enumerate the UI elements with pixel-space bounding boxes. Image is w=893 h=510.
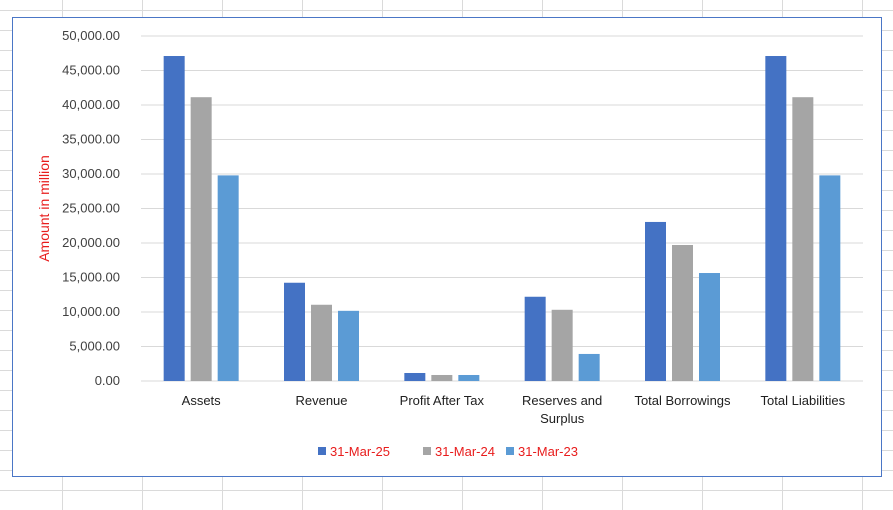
bar-31-mar-25-3	[524, 296, 546, 381]
bar-31-mar-25-5	[765, 56, 787, 381]
y-tick-label: 50,000.00	[62, 28, 120, 43]
bar-31-mar-23-4	[699, 273, 720, 381]
bar-31-mar-24-4	[672, 245, 693, 381]
bar-31-mar-24-2	[431, 374, 453, 381]
x-category-label: Total Liabilities	[761, 393, 846, 408]
bar-31-mar-25-0	[163, 56, 185, 381]
bar-31-mar-24-3	[551, 309, 573, 381]
legend-label: 31-Mar-25	[330, 444, 390, 459]
x-category-label: Profit After Tax	[400, 393, 485, 408]
bar-31-mar-25-4	[645, 221, 666, 381]
bar-31-mar-24-0	[190, 97, 212, 381]
bar-31-mar-23-0	[217, 175, 239, 381]
bar-31-mar-23-5	[819, 175, 841, 381]
y-tick-label: 35,000.00	[62, 132, 120, 147]
legend-swatch	[318, 447, 326, 455]
legend-label: 31-Mar-23	[518, 444, 578, 459]
bar-31-mar-25-2	[404, 372, 426, 381]
bar-31-mar-23-1	[338, 310, 359, 381]
bar-31-mar-23-3	[578, 353, 600, 381]
y-tick-label: 30,000.00	[62, 166, 120, 181]
bar-31-mar-24-5	[792, 97, 814, 381]
y-tick-label: 40,000.00	[62, 97, 120, 112]
legend-swatch	[506, 447, 514, 455]
x-category-label: Reserves and Surplus	[522, 393, 602, 426]
legend-label: 31-Mar-24	[435, 444, 495, 459]
bar-31-mar-25-1	[284, 282, 305, 381]
bar-31-mar-24-1	[311, 304, 332, 381]
chart-area[interactable]: 0.00 5,000.00 10,000.00 15,000.00 20,000.00 2…	[12, 17, 882, 477]
x-category-label: Total Borrowings	[634, 393, 731, 408]
y-tick-label: 10,000.00	[62, 304, 120, 319]
y-tick-label: 5,000.00	[69, 339, 120, 354]
x-category-label: Assets	[182, 393, 222, 408]
y-tick-label: 45,000.00	[62, 63, 120, 78]
x-category-label: Revenue	[295, 393, 347, 408]
y-tick-label: 25,000.00	[62, 201, 120, 216]
bar-31-mar-23-2	[458, 374, 480, 381]
y-tick-label: 20,000.00	[62, 235, 120, 250]
y-tick-label: 15,000.00	[62, 270, 120, 285]
y-axis-title: Amount in million	[36, 155, 52, 262]
y-tick-label: 0.00	[95, 373, 120, 388]
legend-swatch	[423, 447, 431, 455]
column-chart: 0.00 5,000.00 10,000.00 15,000.00 20,000.00 2…	[36, 28, 863, 459]
